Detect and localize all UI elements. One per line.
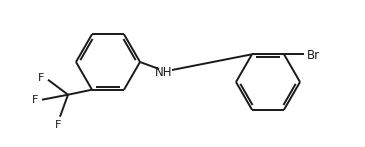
Text: NH: NH — [155, 66, 173, 78]
Text: F: F — [55, 120, 61, 130]
Text: Br: Br — [307, 49, 320, 62]
Text: F: F — [32, 95, 38, 105]
Text: F: F — [38, 73, 44, 83]
